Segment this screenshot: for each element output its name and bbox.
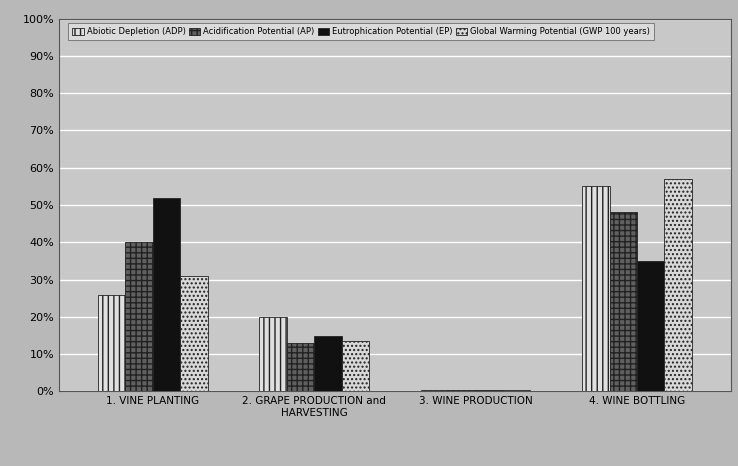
- Bar: [97, 295, 125, 391]
- Bar: [314, 336, 342, 391]
- Bar: [421, 390, 448, 391]
- Bar: [503, 390, 531, 391]
- Bar: [286, 343, 314, 391]
- Bar: [180, 276, 207, 391]
- Bar: [610, 212, 637, 391]
- Bar: [342, 341, 369, 391]
- Bar: [125, 242, 153, 391]
- Bar: [475, 390, 503, 391]
- Bar: [448, 390, 475, 391]
- Bar: [664, 179, 692, 391]
- Bar: [582, 186, 610, 391]
- Bar: [153, 198, 180, 391]
- Bar: [637, 261, 664, 391]
- Legend: Abiotic Depletion (ADP), Acidification Potential (AP), Eutrophication Potential : Abiotic Depletion (ADP), Acidification P…: [68, 23, 654, 41]
- Bar: [259, 317, 286, 391]
